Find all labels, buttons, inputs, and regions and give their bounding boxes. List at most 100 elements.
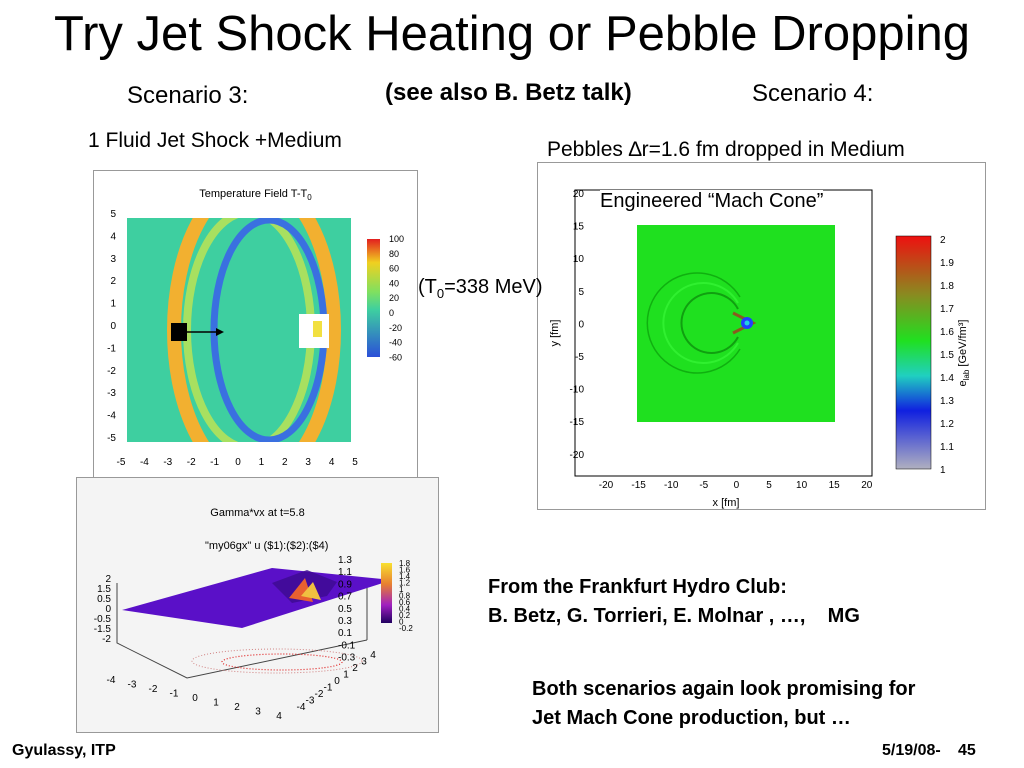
- x-tick-label: -5: [117, 457, 126, 468]
- x-tick-label: 1: [259, 457, 265, 468]
- x-tick-label: 0: [192, 693, 198, 704]
- gamma-vx-colorbar: [381, 563, 392, 623]
- colorbar-tick-label: 1.2: [399, 579, 411, 588]
- surface-axis-box: [116, 583, 368, 679]
- colorbar-tick-label: 1.8: [399, 559, 411, 568]
- colorbar-tick-label: -0.2: [399, 624, 413, 633]
- inner-tick-label: 1.1: [338, 567, 352, 578]
- x-tick-label: 3: [305, 457, 311, 468]
- y-tick-label: -1: [107, 343, 116, 354]
- y-tick-label: -20: [570, 450, 585, 461]
- colorbar-tick-label: 100: [389, 234, 404, 244]
- y-tick-label: -5: [575, 352, 584, 363]
- colorbar-tick-label: -20: [389, 323, 402, 333]
- z-tick-label: 0: [105, 604, 111, 615]
- gamma-vx-title: Gamma*vx at t=5.8: [210, 507, 305, 519]
- gamma-vx-panel: Gamma*vx at t=5.8 "my06gx" u ($1):($2):(…: [76, 477, 439, 733]
- pebble-center: [744, 320, 750, 326]
- y-tick-label: -10: [570, 385, 585, 396]
- x-tick-label: -3: [163, 457, 172, 468]
- energy-colorbar: [895, 235, 932, 470]
- y-tick-label: 4: [110, 231, 116, 242]
- y-tick-label: 5: [110, 209, 116, 220]
- colorbar-tick-label: -40: [389, 338, 402, 348]
- y-tick-label: -15: [570, 417, 585, 428]
- z-tick-label: 2: [105, 574, 111, 585]
- t0-suffix: =338 MeV): [444, 276, 543, 298]
- jet-marker: [171, 323, 187, 341]
- colorbar-tick-label: 0.4: [399, 605, 411, 614]
- temperature-field-title-sub: 0: [307, 193, 312, 203]
- gamma-vx-legend: "my06gx" u ($1):($2):($4): [205, 540, 329, 552]
- x-tick-label: 5: [766, 480, 772, 491]
- y-tick-label: -1: [324, 683, 333, 694]
- colorbar-tick-label: 1: [399, 585, 404, 594]
- y-tick-label: 1: [110, 299, 116, 310]
- y-tick-label: -4: [297, 702, 306, 713]
- colorbar-tick-label: 0: [389, 308, 394, 318]
- colorbar-tick-label: 0: [399, 618, 404, 627]
- y-tick-label: 3: [110, 254, 116, 265]
- inner-tick-label: 0.3: [338, 616, 352, 627]
- y-axis-label: y [fm]: [549, 320, 561, 347]
- colorbar-tick-label: 0.6: [399, 598, 411, 607]
- caption-right: Pebbles ∆r=1.6 fm dropped in Medium: [547, 138, 905, 161]
- colorbar-tick-label: 0.2: [399, 611, 411, 620]
- z-tick-label: -1.5: [94, 624, 112, 635]
- caption-left: 1 Fluid Jet Shock +Medium: [88, 129, 342, 152]
- y-tick-label: 15: [573, 222, 585, 233]
- y-tick-label: 0: [578, 319, 584, 330]
- y-tick-label: 3: [361, 657, 367, 668]
- credit-line-1: From the Frankfurt Hydro Club:: [488, 576, 787, 598]
- scenario-3-label: Scenario 3:: [127, 82, 249, 109]
- z-tick-label: -0.5: [94, 614, 112, 625]
- colorbar-tick-label: 1.6: [399, 566, 411, 575]
- colorbar-tick-label: 1.7: [940, 304, 954, 315]
- colorbar-tick-label: 60: [389, 264, 399, 274]
- x-tick-label: 4: [329, 457, 335, 468]
- z-tick-label: -2: [102, 634, 111, 645]
- contour-outer: [191, 648, 363, 674]
- inner-tick-label: 0.5: [338, 604, 352, 615]
- x-tick-label: 2: [234, 702, 240, 713]
- temperature-field-title-main: Temperature Field T-T: [199, 188, 308, 200]
- y-tick-label: 5: [578, 287, 584, 298]
- x-tick-label: 4: [276, 711, 282, 722]
- colorbar-label: elab [GeV/fm³]: [957, 320, 971, 387]
- colorbar-tick-label: 1.6: [940, 327, 954, 338]
- scenario-4-label: Scenario 4:: [752, 80, 874, 107]
- x-axis-label: x [fm]: [713, 497, 740, 509]
- wake-peak-core: [301, 582, 321, 600]
- y-tick-label: 1: [343, 670, 349, 681]
- inner-tick-label: 0.1: [338, 628, 352, 639]
- y-tick-label: 20: [573, 189, 585, 200]
- y-tick-label: -2: [315, 689, 324, 700]
- colorbar-tick-label: 2: [940, 235, 946, 246]
- x-tick-label: -3: [128, 680, 137, 691]
- x-tick-label: -20: [599, 480, 614, 491]
- mach-ring-3: [646, 272, 741, 374]
- medium-region: [637, 225, 835, 422]
- t0-annotation: (T0=338 MeV): [418, 276, 543, 301]
- x-tick-label: 5: [352, 457, 358, 468]
- colorbar-tick-label: 1.3: [940, 396, 954, 407]
- x-tick-label: -2: [187, 457, 196, 468]
- engineered-mach-cone-label: Engineered “Mach Cone”: [600, 190, 824, 213]
- y-tick-label: 4: [370, 650, 376, 661]
- x-tick-label: -10: [664, 480, 679, 491]
- colorbar-tick-label: 40: [389, 278, 399, 288]
- x-tick-label: 20: [861, 480, 873, 491]
- z-tick-label: 1.5: [97, 584, 111, 595]
- x-tick-label: 10: [796, 480, 808, 491]
- t0-prefix: (T: [418, 276, 437, 298]
- x-tick-label: -4: [140, 457, 149, 468]
- credit-block: From the Frankfurt Hydro Club: B. Betz, …: [488, 573, 860, 631]
- colorbar-tick-label: 1.9: [940, 258, 954, 269]
- conclusion-line-1: Both scenarios again look promising for: [532, 678, 916, 700]
- x-tick-label: -5: [699, 480, 708, 491]
- x-tick-label: -4: [107, 675, 116, 686]
- y-tick-label: 0: [110, 321, 116, 332]
- y-tick-label: -3: [107, 388, 116, 399]
- y-tick-label: -2: [107, 366, 116, 377]
- see-also-note: (see also B. Betz talk): [385, 79, 632, 106]
